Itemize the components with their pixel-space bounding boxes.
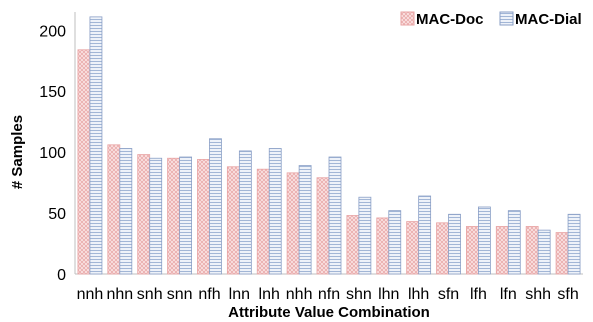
y-tick-label: 200: [39, 23, 66, 40]
bar-mac-dial-snn: [179, 156, 192, 275]
bar-mac-dial-lnn: [238, 150, 252, 275]
x-tick-label: lhh: [408, 286, 429, 303]
y-tick-label: 0: [57, 267, 66, 284]
bar-mac-dial-nhh: [298, 165, 312, 275]
bar-mac-doc-nhh: [286, 172, 300, 275]
legend-label-mac-doc: MAC-Doc: [416, 11, 484, 28]
bar-mac-doc-lfn: [495, 226, 509, 275]
bar-mac-doc-lhh: [406, 221, 420, 275]
bar-mac-dial-lfn: [507, 210, 521, 275]
x-tick-label: snh: [137, 286, 163, 303]
x-tick-label: lnn: [229, 286, 250, 303]
bar-mac-dial-nhn: [119, 148, 133, 275]
x-tick-label: lnh: [259, 286, 280, 303]
bar-mac-dial-sfh: [567, 213, 581, 275]
bar-mac-dial-snh: [149, 157, 163, 275]
x-tick-label: nfn: [318, 286, 340, 303]
x-tick-label: nhn: [106, 286, 133, 303]
bar-mac-doc-lfh: [466, 226, 479, 275]
bar-mac-dial-lnh: [268, 148, 282, 275]
bar-mac-doc-shh: [525, 226, 539, 275]
y-tick-label: 100: [39, 145, 66, 162]
bar-mac-dial-lhh: [418, 195, 432, 275]
x-tick-label: lhn: [378, 286, 399, 303]
y-axis-title: # Samples: [9, 115, 26, 189]
x-tick-label: sfn: [438, 286, 459, 303]
bar-mac-doc-nfh: [197, 159, 210, 275]
bar-mac-doc-lhn: [376, 217, 390, 275]
bar-mac-dial-nfh: [209, 138, 222, 275]
bar-mac-dial-shh: [537, 229, 551, 275]
bar-mac-dial-shn: [358, 196, 372, 275]
x-tick-label: shn: [346, 286, 372, 303]
x-tick-label: snn: [167, 286, 193, 303]
bar-mac-dial-nfn: [328, 156, 342, 275]
bar-mac-doc-nnh: [77, 49, 91, 275]
bar-mac-dial-nnh: [89, 16, 103, 275]
x-tick-label: sfh: [557, 286, 578, 303]
bar-mac-doc-shn: [346, 215, 360, 275]
bars-group: [77, 16, 581, 275]
bar-mac-doc-snh: [137, 154, 151, 275]
x-tick-label: nnh: [77, 286, 104, 303]
legend-label-mac-dial: MAC-Dial: [515, 11, 582, 28]
x-tick-label: nhh: [286, 286, 313, 303]
x-tick-label: lfn: [500, 286, 517, 303]
legend-swatch-mac-dial: [499, 11, 514, 26]
bar-mac-dial-lfh: [478, 206, 491, 275]
bar-mac-doc-snn: [167, 157, 180, 275]
bar-mac-doc-sfh: [555, 232, 569, 275]
x-tick-label: shh: [525, 286, 551, 303]
y-tick-labels: 0 50 100 150 200: [39, 23, 66, 284]
x-tick-label: nfh: [198, 286, 220, 303]
x-axis-title: Attribute Value Combination: [228, 304, 430, 321]
bar-mac-doc-sfn: [436, 222, 449, 275]
x-tick-label: lfh: [470, 286, 487, 303]
y-tick-label: 150: [39, 84, 66, 101]
bar-mac-dial-lhn: [388, 210, 402, 275]
legend-swatch-mac-doc: [400, 11, 415, 26]
bar-mac-dial-sfn: [448, 213, 461, 275]
legend: MAC-Doc MAC-Dial: [400, 11, 582, 28]
bar-mac-doc-nhn: [107, 144, 121, 275]
y-tick-label: 50: [48, 206, 66, 223]
x-tick-labels: nnh nhn snh snn nfh lnn lnh nhh nfn shn lhn lhh sfn l…: [77, 286, 579, 303]
bar-mac-doc-lnh: [256, 168, 270, 275]
bar-mac-doc-nfn: [316, 177, 330, 275]
bar-mac-doc-lnn: [226, 166, 240, 275]
